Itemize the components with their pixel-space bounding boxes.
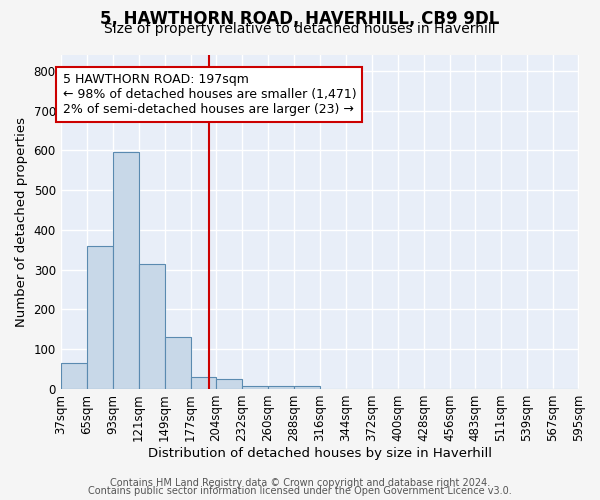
- Bar: [215, 379, 242, 389]
- Bar: [86, 246, 113, 389]
- Bar: [113, 152, 139, 389]
- Y-axis label: Number of detached properties: Number of detached properties: [15, 117, 28, 327]
- X-axis label: Distribution of detached houses by size in Haverhill: Distribution of detached houses by size …: [148, 447, 491, 460]
- Bar: [242, 386, 268, 389]
- Bar: [139, 264, 164, 389]
- Text: Contains HM Land Registry data © Crown copyright and database right 2024.: Contains HM Land Registry data © Crown c…: [110, 478, 490, 488]
- Text: Contains public sector information licensed under the Open Government Licence v3: Contains public sector information licen…: [88, 486, 512, 496]
- Bar: [293, 386, 320, 389]
- Bar: [61, 363, 86, 389]
- Text: 5 HAWTHORN ROAD: 197sqm
← 98% of detached houses are smaller (1,471)
2% of semi-: 5 HAWTHORN ROAD: 197sqm ← 98% of detache…: [62, 73, 356, 116]
- Bar: [164, 338, 191, 389]
- Text: Size of property relative to detached houses in Haverhill: Size of property relative to detached ho…: [104, 22, 496, 36]
- Bar: [268, 386, 293, 389]
- Bar: [191, 377, 215, 389]
- Text: 5, HAWTHORN ROAD, HAVERHILL, CB9 9DL: 5, HAWTHORN ROAD, HAVERHILL, CB9 9DL: [100, 10, 500, 28]
